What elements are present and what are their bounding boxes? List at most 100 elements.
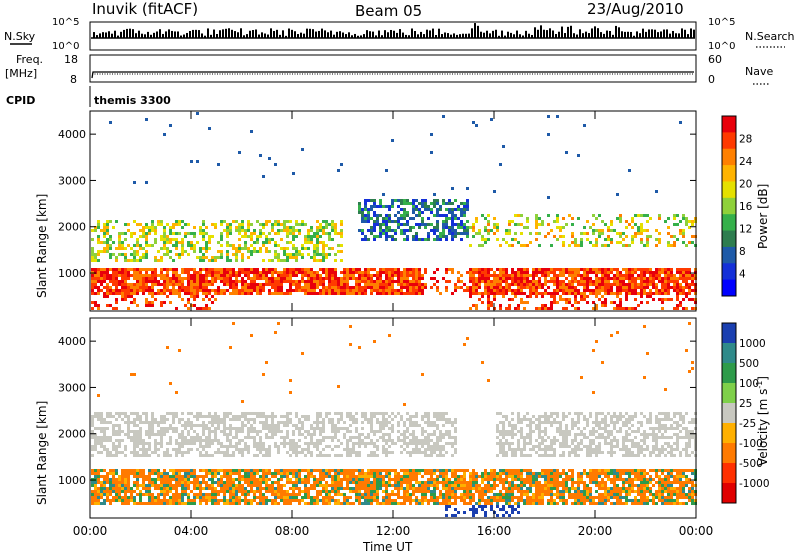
heatmap-cell [229, 268, 232, 271]
heatmap-cell [235, 502, 238, 505]
heatmap-cell [280, 271, 283, 274]
heatmap-cell [145, 256, 148, 259]
heatmap-cell [289, 469, 292, 472]
heatmap-cell [220, 499, 223, 502]
heatmap-cell [223, 289, 226, 292]
heatmap-cell [175, 220, 178, 223]
heatmap-cell [238, 472, 241, 475]
heatmap-cell [343, 280, 346, 283]
nsky-bar [237, 32, 239, 38]
heatmap-cell [361, 442, 364, 445]
heatmap-cell [100, 280, 103, 283]
heatmap-cell [331, 247, 334, 250]
heatmap-cell [307, 469, 310, 472]
heatmap-cell [112, 427, 115, 430]
nsky-bar [612, 34, 614, 38]
heatmap-cell [289, 442, 292, 445]
heatmap-cell [166, 442, 169, 445]
heatmap-cell [193, 277, 196, 280]
nsky-bar [405, 34, 407, 38]
heatmap-cell [310, 442, 313, 445]
heatmap-cell [535, 226, 538, 229]
heatmap-cell [193, 502, 196, 505]
heatmap-cell [337, 487, 340, 490]
heatmap-cell [124, 283, 127, 286]
heatmap-cell [262, 274, 265, 277]
heatmap-cell [211, 481, 214, 484]
heatmap-cell [277, 289, 280, 292]
heatmap-cell [253, 268, 256, 271]
heatmap-cell [211, 469, 214, 472]
heatmap-cell [610, 238, 613, 241]
heatmap-cell [367, 217, 370, 220]
heatmap-cell [298, 469, 301, 472]
heatmap-cell [169, 124, 172, 127]
heatmap-cell [247, 418, 250, 421]
heatmap-cell [91, 469, 94, 472]
heatmap-cell [622, 280, 625, 283]
heatmap-cell [97, 475, 100, 478]
heatmap-cell [226, 439, 229, 442]
heatmap-cell [358, 436, 361, 439]
heatmap-cell [328, 289, 331, 292]
heatmap-cell [376, 499, 379, 502]
heatmap-cell [166, 295, 169, 298]
heatmap-cell [97, 304, 100, 307]
heatmap-cell [235, 484, 238, 487]
heatmap-cell [280, 238, 283, 241]
heatmap-cell [310, 280, 313, 283]
heatmap-cell [640, 286, 643, 289]
nsky-bar [555, 34, 557, 38]
heatmap-cell [367, 220, 370, 223]
heatmap-cell [217, 472, 220, 475]
heatmap-cell [247, 412, 250, 415]
heatmap-cell [250, 238, 253, 241]
heatmap-cell [163, 235, 166, 238]
heatmap-cell [331, 421, 334, 424]
heatmap-cell [460, 220, 463, 223]
heatmap-cell [172, 232, 175, 235]
nsky-bar [126, 28, 128, 38]
heatmap-cell [601, 286, 604, 289]
heatmap-cell [628, 292, 631, 295]
heatmap-cell [343, 427, 346, 430]
heatmap-cell [664, 298, 667, 301]
heatmap-cell [118, 274, 121, 277]
heatmap-cell [169, 283, 172, 286]
heatmap-cell [622, 274, 625, 277]
heatmap-cell [637, 214, 640, 217]
heatmap-cell [133, 445, 136, 448]
heatmap-cell [277, 451, 280, 454]
nsky-bar [399, 29, 401, 38]
heatmap-cell [349, 412, 352, 415]
heatmap-cell [259, 484, 262, 487]
heatmap-cell [541, 268, 544, 271]
heatmap-cell [649, 277, 652, 280]
heatmap-cell [184, 451, 187, 454]
heatmap-cell [499, 244, 502, 247]
heatmap-cell [205, 271, 208, 274]
nsky-bar [636, 31, 638, 38]
heatmap-cell [358, 205, 361, 208]
heatmap-cell [142, 475, 145, 478]
heatmap-cell [607, 268, 610, 271]
heatmap-cell [346, 283, 349, 286]
heatmap-cell [241, 490, 244, 493]
heatmap-cell [232, 322, 235, 325]
heatmap-cell [358, 502, 361, 505]
heatmap-cell [199, 250, 202, 253]
heatmap-cell [370, 208, 373, 211]
heatmap-cell [115, 484, 118, 487]
heatmap-cell [310, 277, 313, 280]
heatmap-cell [487, 238, 490, 241]
nsky-bar [135, 33, 137, 38]
heatmap-cell [160, 256, 163, 259]
heatmap-cell [358, 229, 361, 232]
heatmap-cell [472, 304, 475, 307]
heatmap-cell [163, 499, 166, 502]
heatmap-cell [328, 238, 331, 241]
heatmap-cell [310, 238, 313, 241]
heatmap-cell [373, 226, 376, 229]
heatmap-cell [247, 430, 250, 433]
heatmap-cell [523, 286, 526, 289]
